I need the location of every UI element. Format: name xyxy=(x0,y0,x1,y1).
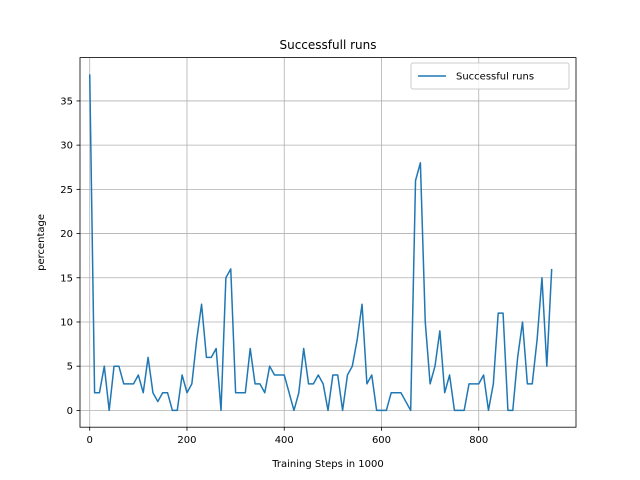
y-tick-label: 15 xyxy=(60,273,73,284)
x-tick-label: 800 xyxy=(469,435,488,446)
y-tick-label: 0 xyxy=(67,406,73,417)
y-tick-label: 20 xyxy=(60,229,73,240)
legend: Successful runs xyxy=(410,62,570,90)
y-axis-ticks: 0 5 10 15 20 25 30 35 xyxy=(60,96,80,417)
plot-frame xyxy=(79,57,577,428)
x-tick-label: 200 xyxy=(177,435,196,446)
y-tick-label: 30 xyxy=(60,141,73,152)
x-axis-label: Training Steps in 1000 xyxy=(271,459,384,470)
x-tick-label: 400 xyxy=(275,435,294,446)
y-tick-label: 25 xyxy=(60,185,73,196)
legend-box xyxy=(410,62,570,90)
y-tick-label: 5 xyxy=(67,362,73,373)
chart-title: Successfull runs xyxy=(279,38,376,52)
x-tick-label: 0 xyxy=(87,435,93,446)
y-axis-label: percentage xyxy=(36,214,47,271)
grid-lines xyxy=(80,57,576,428)
series-layer xyxy=(88,74,553,412)
y-tick-label: 35 xyxy=(60,96,73,107)
legend-label: Successful runs xyxy=(456,72,534,83)
x-tick-label: 600 xyxy=(372,435,391,446)
x-axis-ticks: 0 200 400 600 800 xyxy=(87,427,488,446)
y-tick-label: 10 xyxy=(60,317,73,328)
series-line xyxy=(88,74,553,412)
